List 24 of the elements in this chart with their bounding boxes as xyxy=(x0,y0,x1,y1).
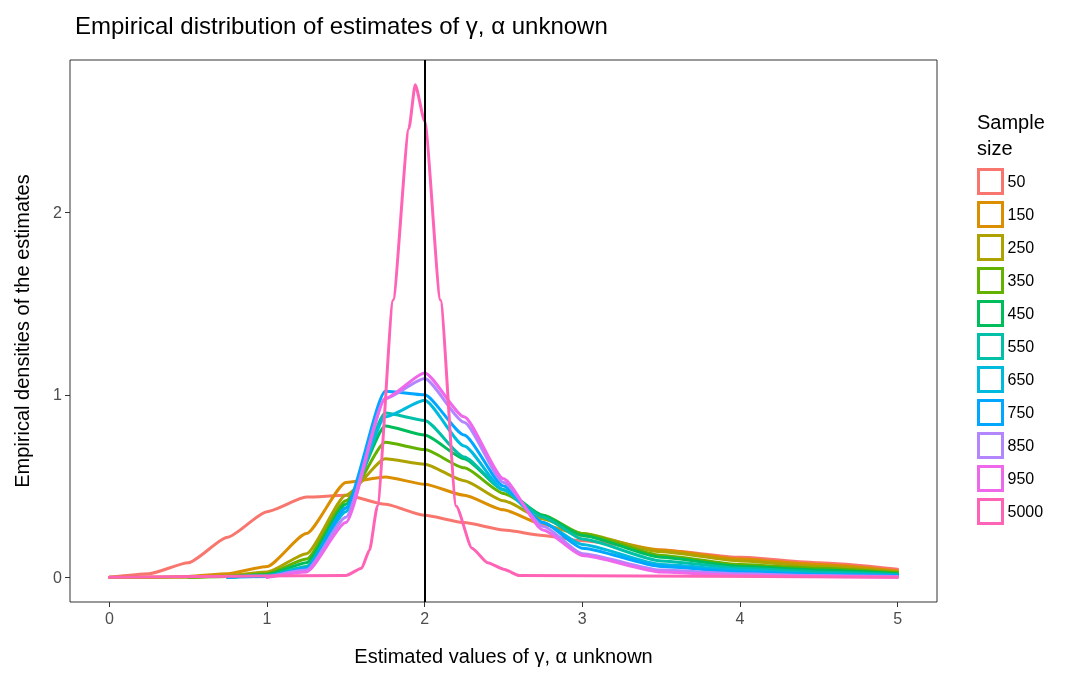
y-tick-label: 0 xyxy=(53,568,63,586)
x-tick-label: 1 xyxy=(262,609,272,627)
x-tick-label: 3 xyxy=(577,609,587,627)
legend-label: 5000 xyxy=(1007,503,1044,520)
legend-label: 50 xyxy=(1007,173,1026,190)
x-tick-label: 5 xyxy=(893,609,903,627)
y-tick-label: 2 xyxy=(53,203,63,221)
y-axis-title: Empirical densities of the estimates xyxy=(11,174,33,488)
legend-label: 650 xyxy=(1007,371,1035,388)
x-tick-label: 2 xyxy=(420,609,430,627)
x-axis-title: Estimated values of γ, α unknown xyxy=(354,645,653,667)
legend-label: 150 xyxy=(1007,206,1035,223)
legend-label: 450 xyxy=(1007,305,1035,322)
legend-label: 350 xyxy=(1007,272,1035,289)
legend-label: 550 xyxy=(1007,338,1035,355)
legend-label: 250 xyxy=(1007,239,1035,256)
x-tick-label: 0 xyxy=(104,609,114,627)
legend-label: 850 xyxy=(1007,437,1035,454)
x-tick-label: 4 xyxy=(735,609,745,627)
legend-label: 950 xyxy=(1007,470,1035,487)
legend-label: 750 xyxy=(1007,404,1035,421)
y-tick-label: 1 xyxy=(53,386,63,404)
legend-title: Sample size xyxy=(977,111,1051,159)
chart-title: Empirical distribution of estimates of γ, α unknown xyxy=(75,11,608,39)
